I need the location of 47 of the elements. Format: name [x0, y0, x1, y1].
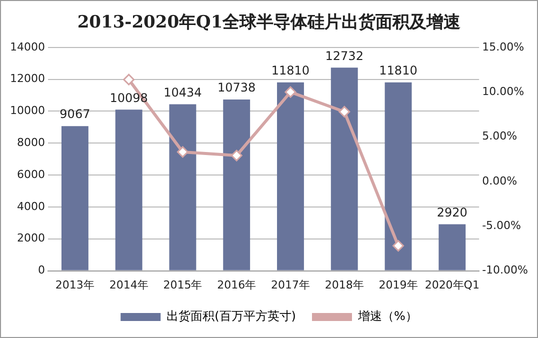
bar: [61, 126, 88, 270]
x-tick-label: 2018年: [324, 278, 364, 292]
data-label: 11810: [379, 63, 418, 78]
bar: [277, 82, 304, 270]
x-tick-label: 2015年: [163, 278, 202, 292]
point: [123, 74, 135, 86]
y-tick-label: 2000: [16, 232, 45, 245]
bar: [384, 82, 412, 270]
legend-label: 增速（%）: [356, 309, 418, 324]
bar: [438, 224, 466, 270]
y-tick-label: 6000: [16, 168, 45, 181]
y2-tick-label: 15.00%: [482, 40, 524, 54]
y-tick-label: 8000: [16, 136, 45, 149]
data-label: 12732: [325, 48, 364, 63]
point: [392, 240, 404, 252]
y-tick-label: 12000: [10, 72, 45, 86]
y2-tick-label: -5.00%: [482, 218, 522, 232]
x-tick-label: 2014年: [109, 278, 148, 292]
y2-tick-label: -10.00%: [482, 264, 528, 277]
bar: [169, 104, 196, 270]
bar: [223, 99, 250, 270]
x-tick-label: 2019年: [378, 278, 418, 292]
chart-title: 2013-2020年Q1全球半导体硅片出货面积及增速: [77, 12, 461, 33]
x-tick-label: 2020年Q1: [424, 278, 480, 292]
x-tick-label: 2013年: [55, 278, 94, 292]
point: [230, 150, 242, 162]
y2-tick-label: 0.00%: [482, 174, 518, 188]
data-label: 10098: [110, 90, 148, 105]
data-label: 10434: [164, 85, 202, 100]
y-tick-label: 10000: [10, 104, 45, 118]
point: [338, 106, 350, 118]
legend-label: 出货面积(百万平方英寸): [166, 309, 296, 324]
y-tick-label: 0: [38, 264, 45, 277]
data-label: 10738: [218, 80, 256, 95]
x-tick-label: 2017年: [270, 278, 310, 292]
x-tick-label: 2016年: [217, 278, 256, 292]
bar: [115, 110, 142, 270]
data-label: 2920: [436, 205, 468, 220]
y-tick-label: 14000: [10, 40, 45, 54]
data-label: 11810: [271, 63, 310, 78]
data-label: 9067: [60, 107, 90, 122]
y2-tick-label: 5.00%: [482, 130, 518, 143]
point: [176, 146, 188, 158]
point: [284, 86, 296, 98]
bar: [330, 68, 358, 270]
y-tick-label: 4000: [16, 200, 45, 213]
y2-tick-label: 10.00%: [482, 84, 524, 98]
